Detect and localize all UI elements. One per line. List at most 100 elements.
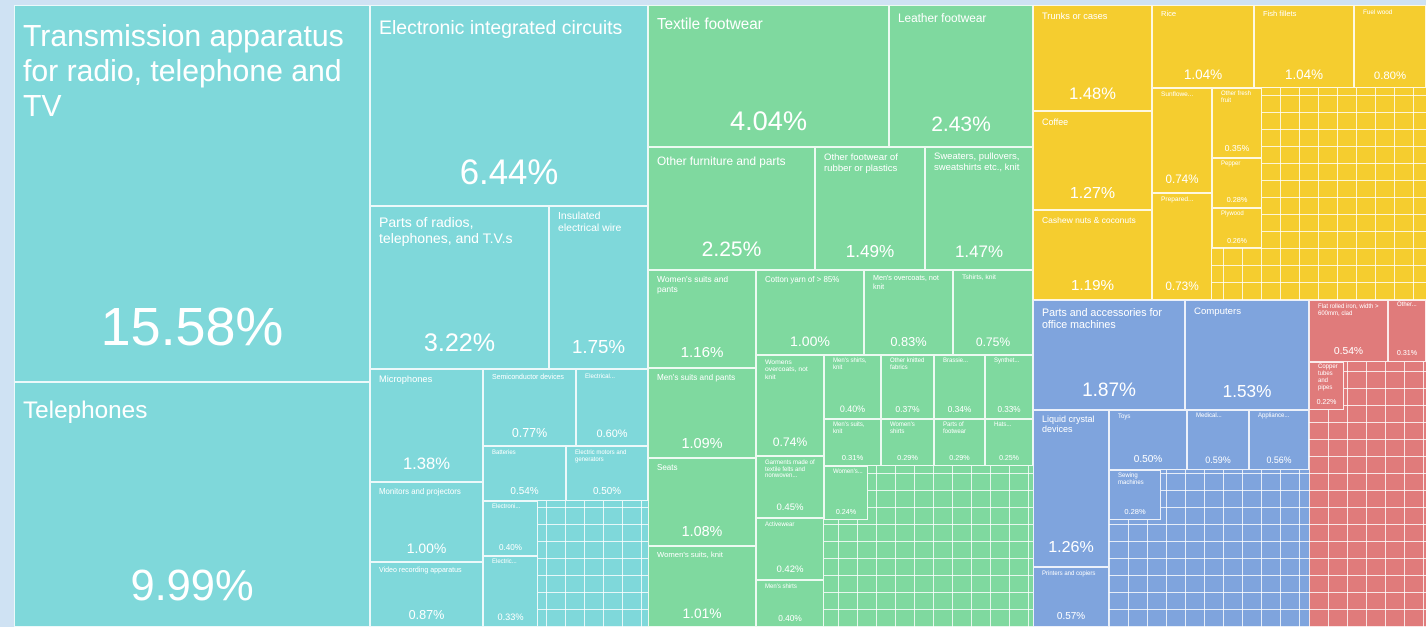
cell-value: 1.16%	[680, 344, 724, 362]
cell-label: Insulated electrical wire	[558, 210, 622, 234]
cell-value: 0.73%	[1165, 279, 1199, 293]
cell-label: Telephones	[23, 397, 148, 425]
cell-label: Electrical...	[585, 372, 615, 380]
cell-label: Appliance...	[1258, 413, 1290, 420]
treemap-cell: Sunflowe... 0.74%	[1152, 88, 1212, 193]
cell-value: 0.57%	[1056, 611, 1086, 623]
cell-value: 0.42%	[776, 564, 804, 576]
treemap-cell: Women's shirts 0.29%	[881, 419, 934, 466]
cell-label: Parts and accessories for office machine…	[1042, 307, 1162, 332]
cell-label: Brassie...	[943, 357, 969, 364]
treemap-cell: Prepared... 0.73%	[1152, 193, 1212, 300]
cell-value: 3.22%	[423, 329, 496, 358]
cell-label: Parts of radios, telephones, and T.V.s	[379, 214, 513, 247]
cell-value: 0.40%	[839, 404, 866, 415]
cell-value: 0.80%	[1373, 70, 1407, 83]
treemap-cell: Womens overcoats, not knit 0.74%	[756, 355, 824, 456]
cell-value: 1.75%	[572, 336, 625, 358]
cell-value: 0.50%	[593, 485, 621, 497]
treemap-cell: Microphones 1.38%	[370, 369, 483, 482]
cell-value: 0.74%	[772, 434, 808, 449]
cell-label: Other furniture and parts	[657, 153, 786, 168]
treemap-cell: Transmission apparatus for radio, teleph…	[14, 5, 370, 382]
treemap-cell: Leather footwear 2.43%	[889, 5, 1033, 147]
cell-label: Other...	[1397, 302, 1417, 309]
treemap-cell: Other furniture and parts 2.25%	[648, 147, 815, 270]
treemap-cell: Parts of radios, telephones, and T.V.s 3.…	[370, 206, 549, 369]
treemap-cell: Other fresh fruit 0.35%	[1212, 88, 1262, 158]
cell-value: 0.24%	[835, 507, 857, 516]
cell-label: Other footwear of rubber or plastics	[824, 152, 898, 175]
cell-label: Cashew nuts & coconuts	[1042, 214, 1136, 225]
cell-value: 0.34%	[947, 404, 972, 415]
cell-label: Computers	[1194, 305, 1241, 317]
treemap-cell: Men's shirts 0.40%	[756, 580, 824, 627]
treemap-cell: Electric motors and generators 0.50%	[566, 446, 648, 501]
treemap-cell: Other footwear of rubber or plastics 1.49…	[815, 147, 925, 270]
cell-value: 1.00%	[406, 540, 447, 557]
treemap-cell: Batteries 0.54%	[483, 446, 566, 501]
cell-value: 1.87%	[1082, 380, 1136, 402]
treemap-cell: Synthet... 0.33%	[985, 355, 1033, 419]
cell-label: Copper tubes and pipes	[1318, 364, 1338, 391]
cell-value: 0.77%	[511, 426, 548, 441]
cell-value: 0.50%	[1133, 454, 1163, 466]
treemap-cell: Printers and copiers 0.57%	[1033, 567, 1109, 627]
cell-label: Pepper	[1221, 160, 1241, 167]
cell-value: 0.40%	[778, 613, 802, 624]
cell-value: 4.04%	[729, 105, 808, 137]
cell-label: Flat rolled iron, width > 600mm, clad	[1318, 304, 1379, 317]
treemap-cell: Copper tubes and pipes 0.22%	[1309, 362, 1344, 410]
cell-label: Garments made of textile felts and nonwo…	[765, 459, 815, 480]
treemap-cell: Parts and accessories for office machine…	[1033, 300, 1185, 410]
cell-label: Fuel wood	[1363, 8, 1393, 16]
treemap-cell: Hats... 0.25%	[985, 419, 1033, 466]
treemap-cell: Tshirts, knit 0.75%	[953, 270, 1033, 355]
cell-label: Liquid crystal devices	[1042, 413, 1095, 435]
cell-value: 1.26%	[1048, 537, 1094, 556]
cell-label: Men's suits, knit	[833, 422, 865, 436]
cell-label: Video recording apparatus	[379, 567, 462, 575]
treemap-cell: Electrical... 0.60%	[576, 369, 648, 446]
treemap-cell: Sweaters, pullovers, sweatshirts etc., k…	[925, 147, 1033, 270]
cell-label: Men's overcoats, not knit	[873, 274, 939, 291]
treemap-cell: Medical... 0.59%	[1187, 410, 1249, 470]
cell-label: Semiconductor devices	[492, 373, 564, 381]
cell-label: Synthet...	[994, 357, 1020, 364]
cell-label: Seats	[657, 463, 678, 473]
cell-value: 15.58%	[100, 297, 284, 358]
treemap-cell: Rice 1.04%	[1152, 5, 1254, 88]
cell-value: 0.31%	[841, 453, 864, 463]
cell-label: Women's suits and pants	[657, 274, 729, 294]
cell-value: 1.47%	[954, 241, 1004, 261]
cell-value: 0.37%	[895, 404, 920, 415]
treemap-cell: Toys 0.50%	[1109, 410, 1187, 470]
cell-label: Women's shirts	[890, 422, 915, 435]
cell-value: 1.00%	[790, 332, 830, 349]
cell-value: 1.27%	[1069, 185, 1116, 203]
cell-label: Toys	[1118, 414, 1131, 421]
cell-label: Women's...	[833, 468, 863, 475]
cell-value: 6.44%	[459, 153, 559, 192]
cell-label: Cotton yarn of > 85%	[765, 275, 840, 285]
treemap-cell: Electric... 0.33%	[483, 556, 538, 627]
cell-value: 0.35%	[1224, 142, 1250, 153]
cell-label: Other fresh fruit	[1221, 90, 1252, 104]
cell-value: 1.09%	[681, 435, 723, 452]
treemap-cell: Men's shirts, knit 0.40%	[824, 355, 881, 419]
treemap-cell: Computers 1.53%	[1185, 300, 1309, 410]
treemap-cell: Men's suits, knit 0.31%	[824, 419, 881, 466]
cell-label: Leather footwear	[898, 11, 987, 25]
cell-label: Printers and copiers	[1042, 570, 1096, 577]
cell-label: Hats...	[994, 421, 1012, 428]
cell-value: 0.26%	[1227, 237, 1247, 245]
treemap-cell: Other knitted fabrics 0.37%	[881, 355, 934, 419]
cell-value: 2.25%	[701, 237, 762, 261]
cell-value: 0.54%	[510, 485, 539, 497]
cell-label: Women's suits, knit	[657, 550, 723, 560]
cell-value: 1.19%	[1070, 276, 1115, 294]
treemap-cell: Cashew nuts & coconuts 1.19%	[1033, 210, 1152, 300]
cell-label: Medical...	[1196, 413, 1222, 420]
cell-label: Plywood	[1221, 210, 1244, 217]
